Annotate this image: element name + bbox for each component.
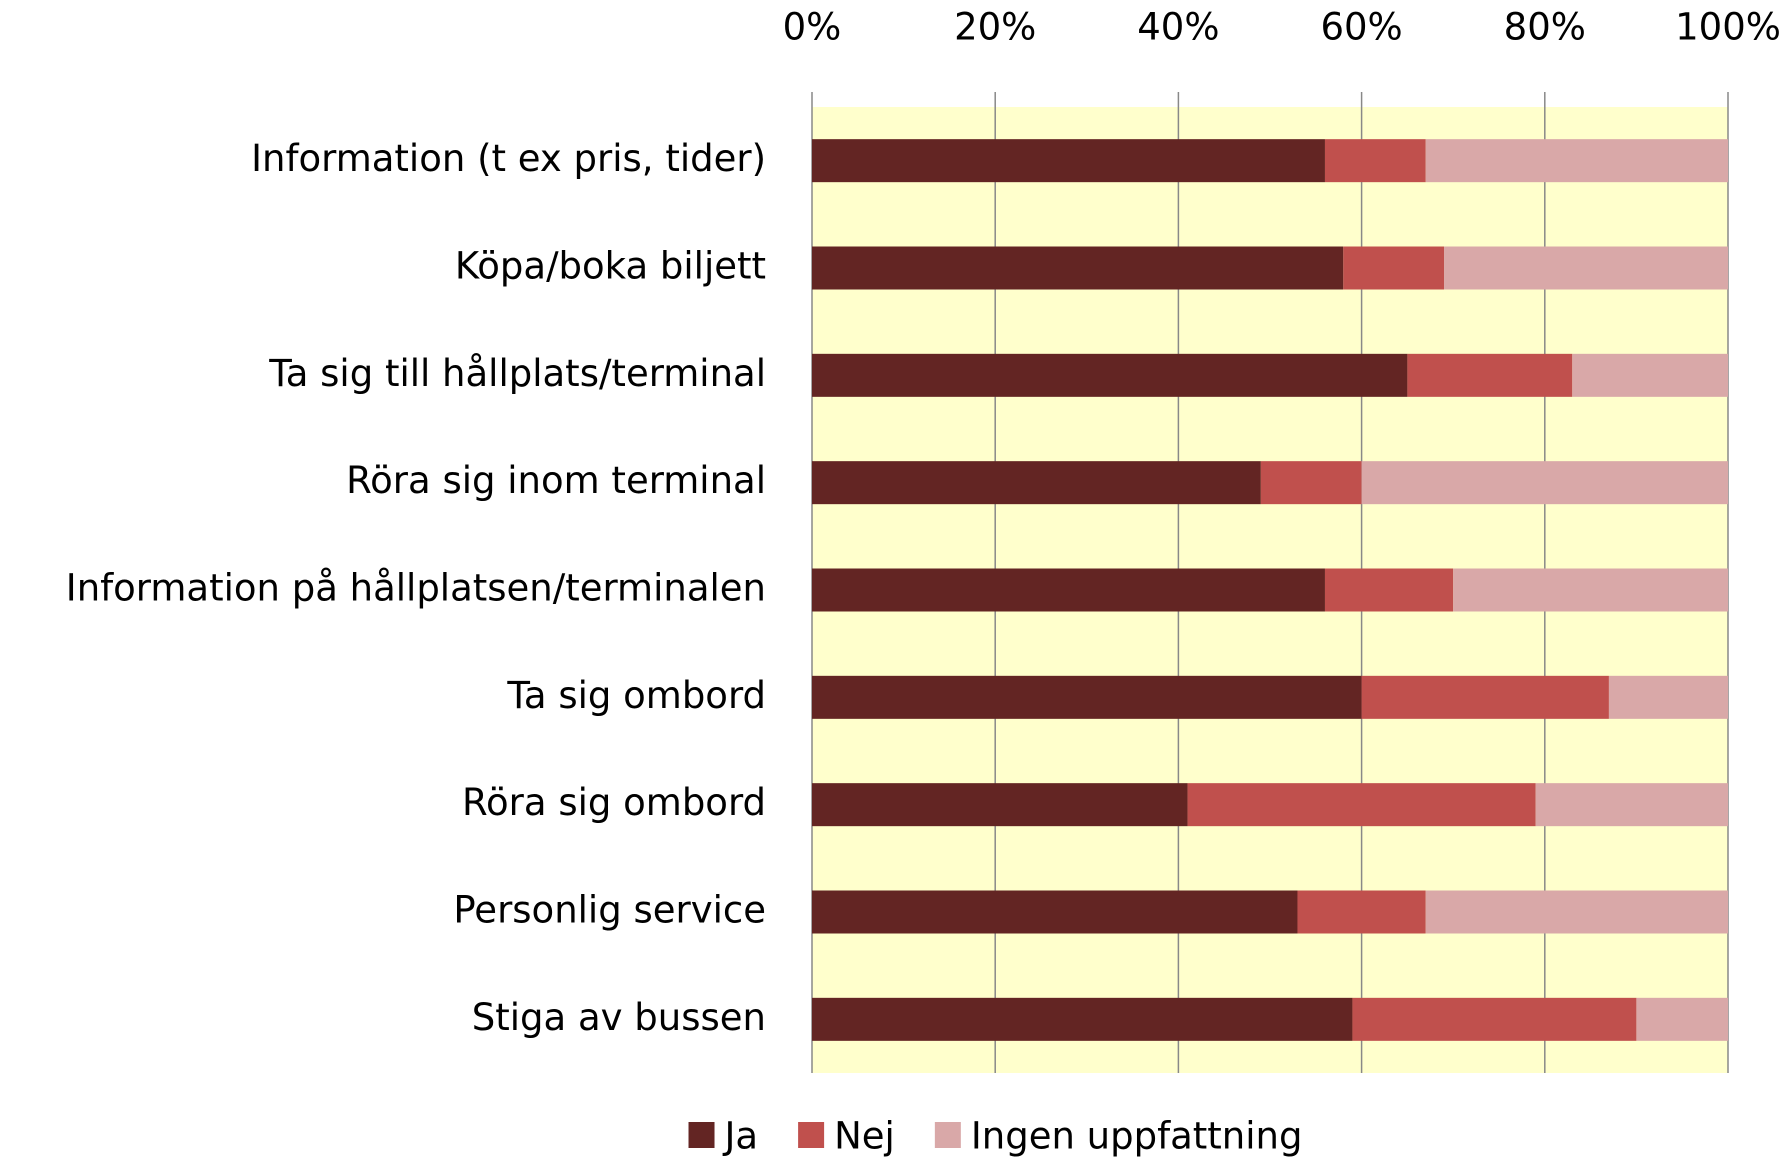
legend-label: Ingen uppfattning (971, 1115, 1303, 1157)
bar-segment (812, 139, 1325, 183)
legend-label: Ja (723, 1115, 759, 1157)
bar-segment (1187, 783, 1536, 827)
legend-swatch (688, 1122, 715, 1148)
bar-segment (812, 353, 1408, 397)
x-tick-label: 100% (1675, 6, 1781, 49)
y-tick-label: Information på hållplatsen/terminalen (66, 567, 766, 610)
x-tick-label: 60% (1320, 6, 1402, 49)
x-tick-label: 20% (954, 6, 1036, 49)
bar-segment (1343, 246, 1445, 290)
bar-segment (1361, 461, 1728, 505)
y-tick-label: Röra sig inom terminal (346, 459, 766, 502)
y-tick-label: Stiga av bussen (472, 996, 766, 1039)
bar-segment (1425, 890, 1728, 934)
y-tick-label: Information (t ex pris, tider) (251, 137, 766, 180)
bar-segment (812, 890, 1298, 934)
x-tick-label: 80% (1504, 6, 1586, 49)
bar-segment (1361, 675, 1609, 719)
bar-segment (1407, 353, 1573, 397)
bar-segment (1324, 139, 1426, 183)
y-tick-label: Ta sig ombord (506, 674, 766, 717)
bar-segment (1444, 246, 1728, 290)
legend-label: Nej (834, 1115, 895, 1157)
bar-segment (1324, 568, 1454, 612)
bar-segment (1453, 568, 1728, 612)
x-tick-label: 0% (783, 6, 842, 49)
bar-segment (812, 997, 1353, 1041)
y-tick-label: Ta sig till hållplats/terminal (268, 352, 766, 395)
bar-segment (1572, 353, 1728, 397)
bar-segment (1425, 139, 1728, 183)
bar-segment (1636, 997, 1728, 1041)
y-tick-label: Personlig service (453, 889, 766, 932)
bar-segment (812, 246, 1344, 290)
y-tick-label: Röra sig ombord (462, 781, 766, 824)
bar-segment (812, 675, 1362, 719)
bar-segment (1297, 890, 1426, 934)
bar-segment (812, 568, 1325, 612)
x-tick-label: 40% (1137, 6, 1219, 49)
bar-segment (812, 461, 1261, 505)
bar-segment (1535, 783, 1728, 827)
legend-swatch (798, 1122, 825, 1148)
bar-segment (1352, 997, 1637, 1041)
y-tick-label: Köpa/boka biljett (455, 245, 766, 288)
legend-swatch (934, 1122, 961, 1148)
bar-segment (812, 783, 1188, 827)
bar-segment (1608, 675, 1728, 719)
bar-segment (1260, 461, 1362, 505)
